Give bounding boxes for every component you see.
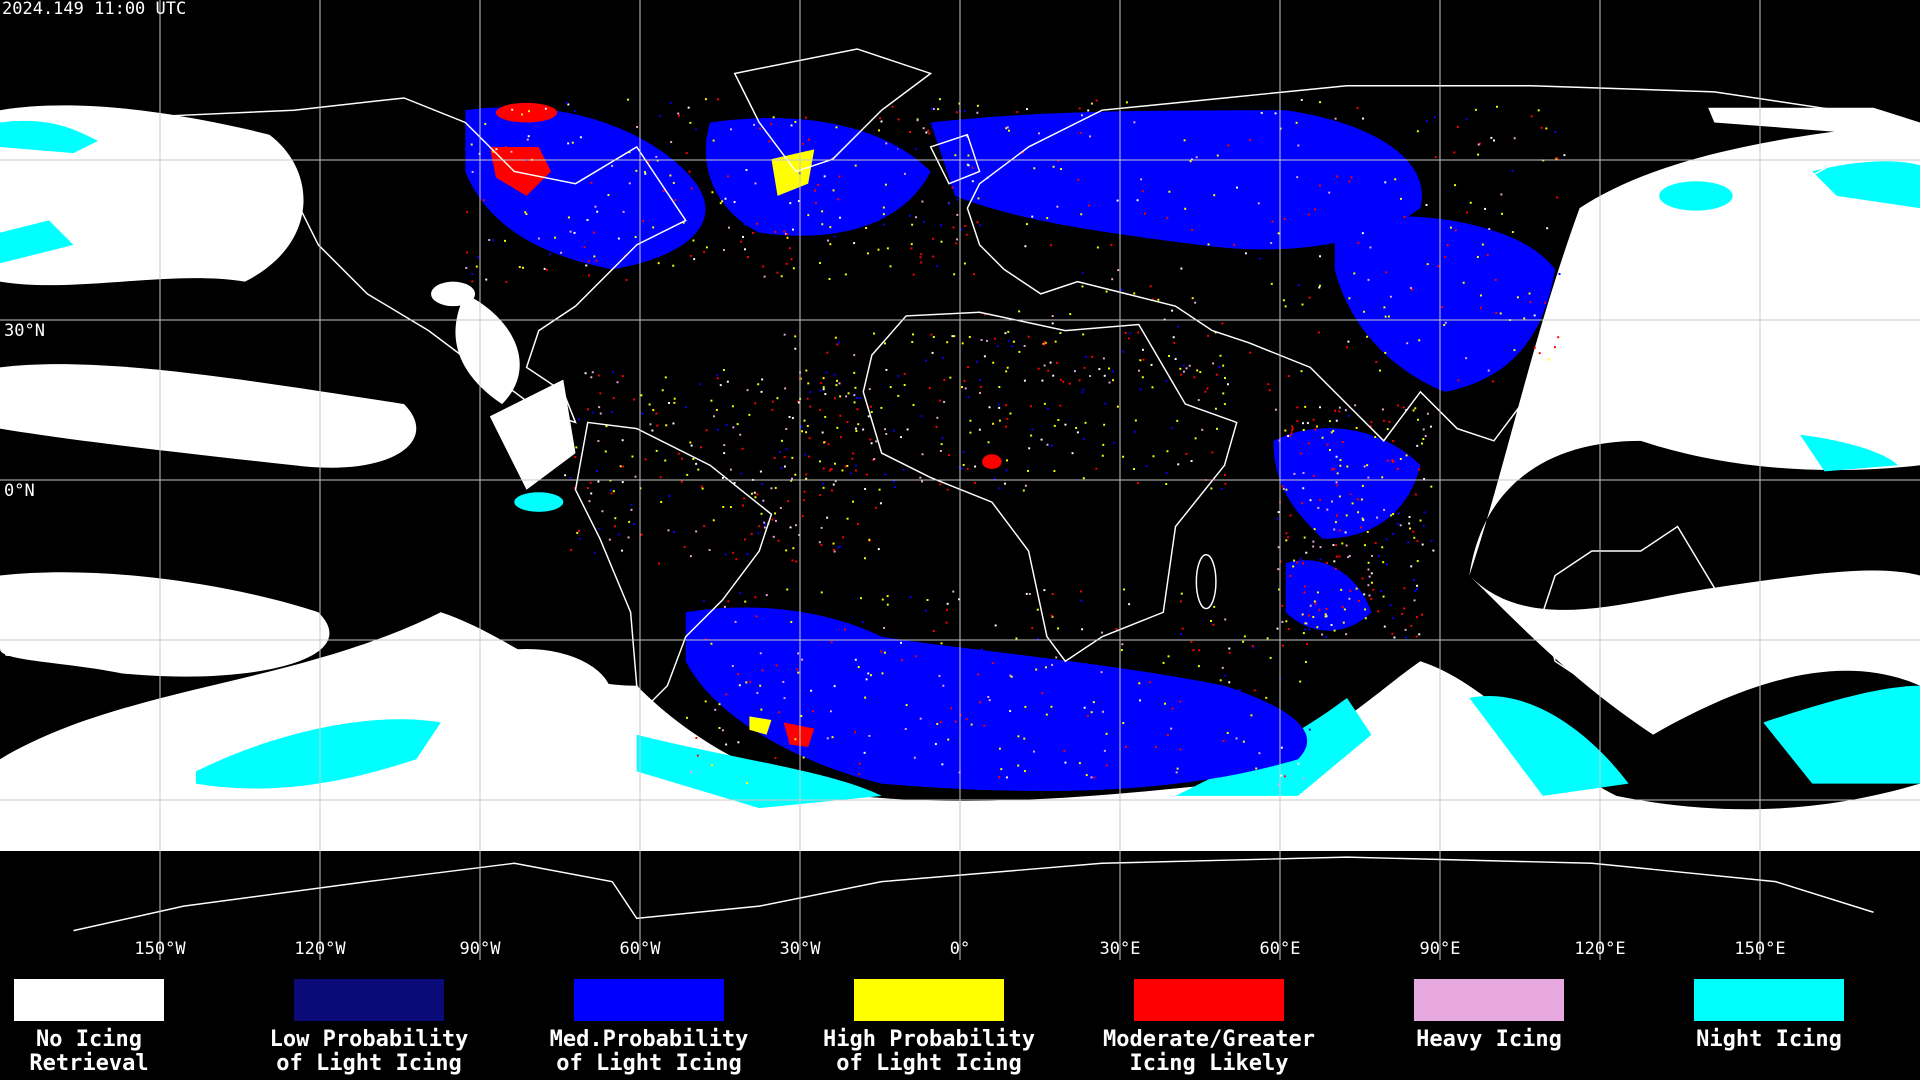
legend-swatch bbox=[1134, 979, 1284, 1021]
longitude-label: 30°E bbox=[1100, 939, 1141, 959]
longitude-label: 120°E bbox=[1574, 939, 1625, 959]
longitude-label: 60°E bbox=[1260, 939, 1301, 959]
legend-label: of Light Icing bbox=[836, 1051, 1021, 1076]
timestamp: 2024.149 11:00 UTC bbox=[2, 0, 186, 19]
legend-label: Retrieval bbox=[29, 1051, 148, 1076]
longitude-label: 120°W bbox=[294, 939, 346, 959]
legend-swatch bbox=[1414, 979, 1564, 1021]
legend-label: of Light Icing bbox=[556, 1051, 741, 1076]
latitude-label: 30°S bbox=[4, 641, 45, 661]
legend-label: Low Probability bbox=[270, 1027, 469, 1052]
longitude-label: 90°W bbox=[460, 939, 502, 959]
longitude-label: 150°W bbox=[134, 939, 186, 959]
legend-swatch bbox=[294, 979, 444, 1021]
legend-label: No Icing bbox=[36, 1027, 142, 1052]
legend-swatch bbox=[574, 979, 724, 1021]
longitude-label: 90°E bbox=[1420, 939, 1461, 959]
legend-label: Icing Likely bbox=[1130, 1051, 1289, 1076]
longitude-label: 0° bbox=[950, 939, 970, 959]
coastlines bbox=[73, 48, 1888, 932]
legend-label: Moderate/Greater bbox=[1103, 1027, 1315, 1052]
legend-label: Heavy Icing bbox=[1416, 1027, 1562, 1052]
longitude-label: 150°E bbox=[1734, 939, 1785, 959]
legend-label: Med.Probability bbox=[550, 1027, 749, 1052]
latitude-label: 0°N bbox=[4, 481, 35, 501]
legend-swatch bbox=[14, 979, 164, 1021]
latitude-label: 60°N bbox=[4, 161, 45, 181]
legend-label: of Light Icing bbox=[276, 1051, 461, 1076]
latitude-label: 30°N bbox=[4, 321, 45, 341]
icing bbox=[465, 102, 1556, 792]
legend-swatch bbox=[1694, 979, 1844, 1021]
longitude-label: 60°W bbox=[620, 939, 662, 959]
legend-label: Night Icing bbox=[1696, 1027, 1842, 1052]
longitude-label: 30°W bbox=[780, 939, 822, 959]
graticule: 150°W 120°W 90°W 60°W 30°W 0° 30°E 60°E 90°E 120°… bbox=[0, 0, 1920, 960]
latitude-label: 60°S bbox=[4, 801, 45, 821]
legend-label: High Probability bbox=[823, 1027, 1035, 1052]
legend-swatch bbox=[854, 979, 1004, 1021]
